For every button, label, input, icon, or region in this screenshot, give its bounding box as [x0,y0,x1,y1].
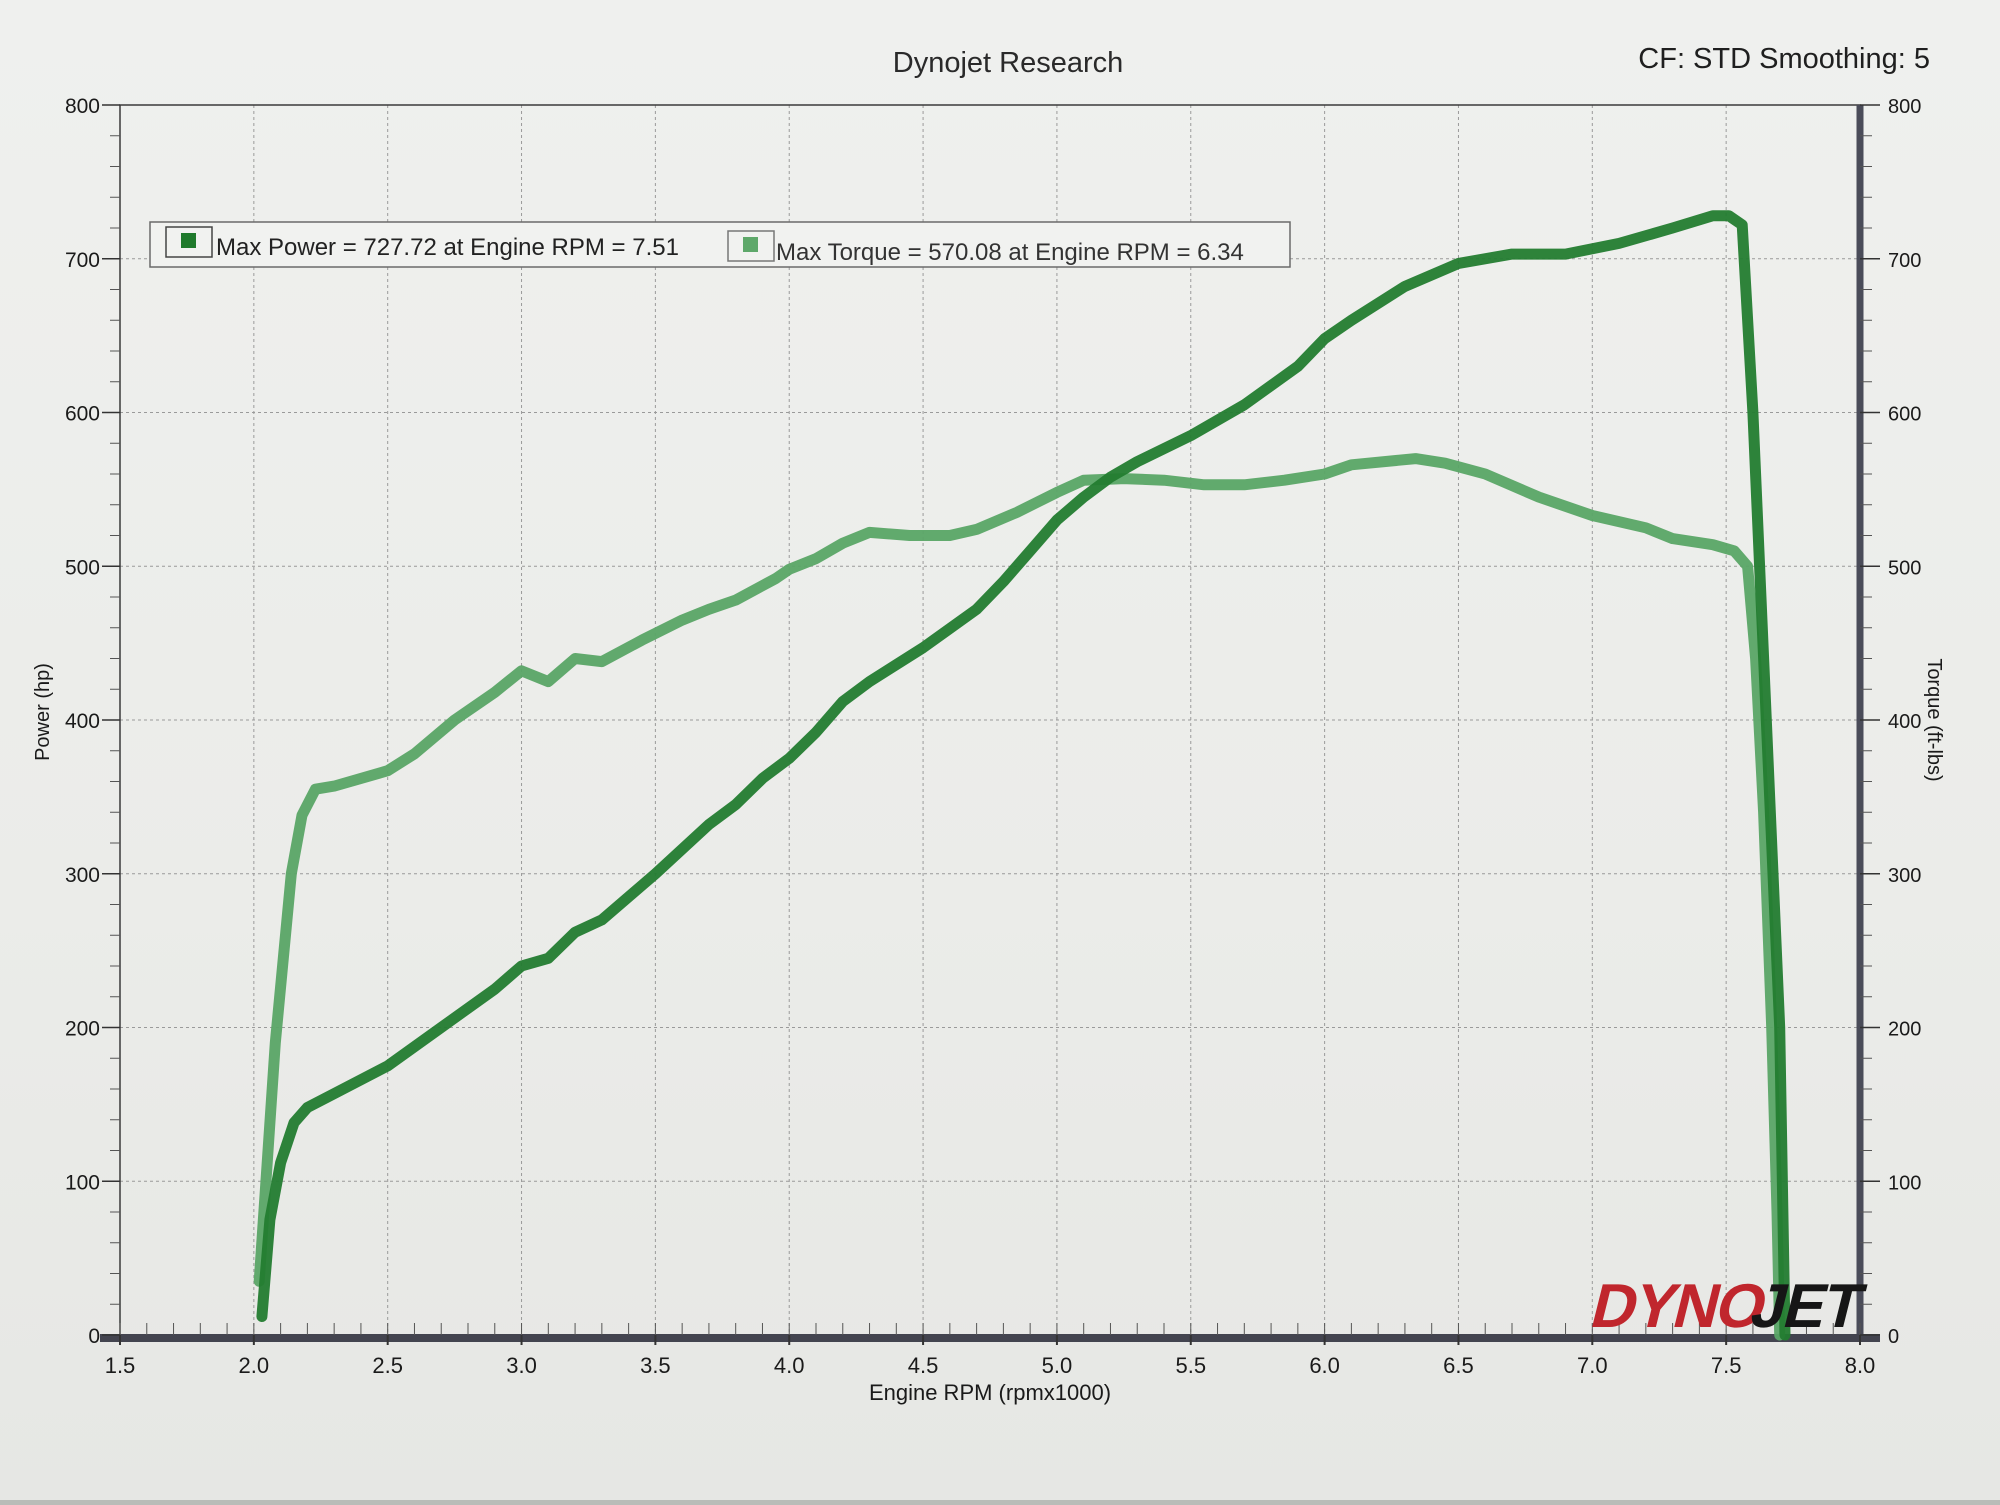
series-line-power [256,210,1791,1341]
legend-torque-swatch [743,237,758,252]
tick-labels: 1.5 2.0 2.5 3.0 3.5 4.0 4.5 5.0 5.5 6.0 6.5 7.0 7.5 8… [65,95,1921,1378]
axis-ticks [102,104,1880,1345]
legend-power-frame [165,226,213,258]
series-layer [253,210,1791,1341]
y-right-tick-label: 200 [1888,1019,1921,1041]
y-right-tick-label: 500 [1888,557,1921,579]
legend-torque-text: Max Torque = 570.08 at Engine RPM = 6.34 [776,239,1244,266]
legend-torque-frame [727,230,775,262]
svg-text:DYNO: DYNO [1585,1272,1773,1341]
x-tick-label: 5.0 [1042,1353,1073,1378]
y-right-tick-label: 100 [1888,1172,1921,1194]
y-left-tick-label: 100 [65,1171,100,1194]
y-right-tick-label: 700 [1888,250,1921,272]
legend-power-text: Max Power = 727.72 at Engine RPM = 7.51 [216,234,679,261]
legend: Max Power = 727.72 at Engine RPM = 7.51 … [149,221,1291,268]
y-left-tick-label: 800 [65,95,100,118]
settings-text: CF: STD Smoothing: 5 [1638,43,1930,75]
y-left-tick-label: 400 [65,710,100,733]
y-left-tick-label: 500 [65,556,100,579]
x-tick-label: 3.0 [506,1353,537,1378]
y-right-tick-label: 600 [1888,404,1921,426]
series-line-torque [253,453,1786,1341]
legend-power-swatch [181,233,196,248]
x-tick-label: 5.5 [1175,1353,1206,1378]
y-right-tick-label: 0 [1888,1326,1899,1348]
x-tick-label: 7.0 [1577,1353,1608,1378]
svg-text:JET: JET [1745,1272,1871,1341]
x-axis-label: Engine RPM (rpmx1000) [869,1380,1111,1405]
x-tick-label: 6.0 [1309,1353,1340,1378]
x-tick-label: 7.5 [1711,1353,1742,1378]
y-left-tick-label: 600 [65,403,100,426]
y-left-tick-label: 0 [88,1325,100,1348]
x-tick-label: 1.5 [105,1353,136,1378]
y-left-tick-label: 700 [65,249,100,272]
y-right-tick-label: 400 [1888,711,1921,733]
legend-box [149,221,1291,268]
x-tick-label: 4.0 [774,1353,805,1378]
dynojet-logo: DYNO JET [1585,1272,1871,1341]
y-axis-label-right: Torque (ft-lbs) [1923,658,1945,781]
y-left-tick-label: 300 [65,864,100,887]
x-tick-label: 3.5 [640,1353,671,1378]
x-tick-label: 4.5 [908,1353,939,1378]
y-right-tick-label: 800 [1888,96,1921,118]
grid-lines [120,105,1860,1335]
y-axis-label-left: Power (hp) [32,663,54,761]
x-tick-label: 2.5 [372,1353,403,1378]
x-tick-label: 8.0 [1845,1353,1876,1378]
chart-title: Dynojet Research [893,47,1124,79]
x-tick-label: 6.5 [1443,1353,1474,1378]
x-tick-label: 2.0 [239,1353,270,1378]
y-right-tick-label: 300 [1888,865,1921,887]
y-left-tick-label: 200 [65,1018,100,1041]
